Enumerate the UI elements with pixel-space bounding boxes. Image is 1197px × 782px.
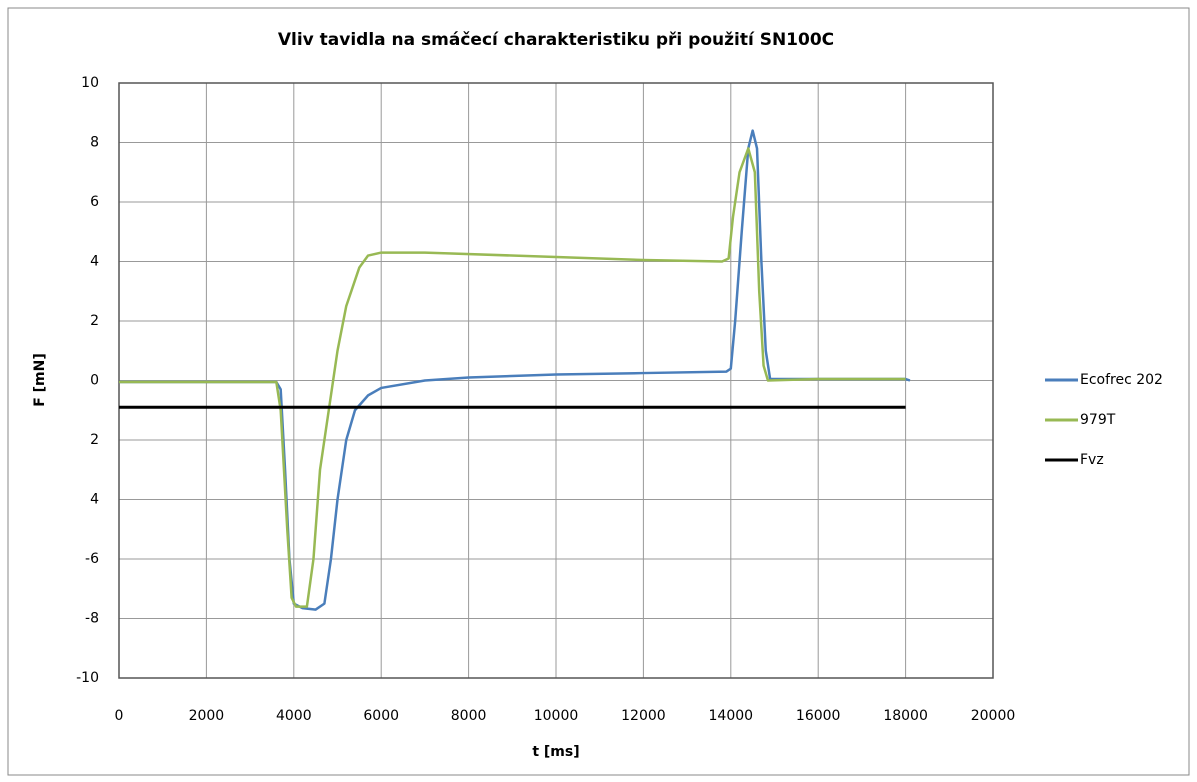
x-tick-label: 18000 [883, 708, 928, 724]
chart-title: Vliv tavidla na smáčecí charakteristiku … [278, 30, 834, 50]
x-tick-label: 4000 [276, 708, 312, 724]
y-tick-label: 4 [90, 492, 99, 508]
plot-border [118, 82, 994, 679]
y-tick-label: -10 [76, 670, 99, 686]
y-tick-label: -8 [85, 611, 99, 627]
y-tick-label: -6 [85, 551, 99, 567]
y-tick-label: 4 [90, 254, 99, 270]
y-tick-label: 8 [90, 135, 99, 151]
y-axis-title: F [mN] [32, 353, 48, 407]
legend-label: 979T [1080, 412, 1116, 428]
x-axis-title: t [ms] [532, 744, 579, 760]
x-tick-label: 0 [115, 708, 124, 724]
x-tick-label: 6000 [363, 708, 399, 724]
y-tick-label: 10 [81, 75, 99, 91]
legend-label: Ecofrec 202 [1080, 372, 1163, 388]
x-tick-label: 16000 [796, 708, 841, 724]
y-tick-label: 6 [90, 194, 99, 210]
y-tick-label: 2 [90, 432, 99, 448]
legend-label: Fvz [1080, 452, 1104, 468]
x-tick-label: 2000 [189, 708, 225, 724]
y-tick-label: 0 [90, 373, 99, 389]
series-line [119, 147, 906, 608]
x-tick-label: 20000 [971, 708, 1016, 724]
chart-frame [7, 7, 1190, 776]
x-tick-label: 8000 [451, 708, 487, 724]
y-tick-label: 2 [90, 313, 99, 329]
x-tick-label: 12000 [621, 708, 666, 724]
x-tick-label: 14000 [709, 708, 754, 724]
x-tick-label: 10000 [534, 708, 579, 724]
